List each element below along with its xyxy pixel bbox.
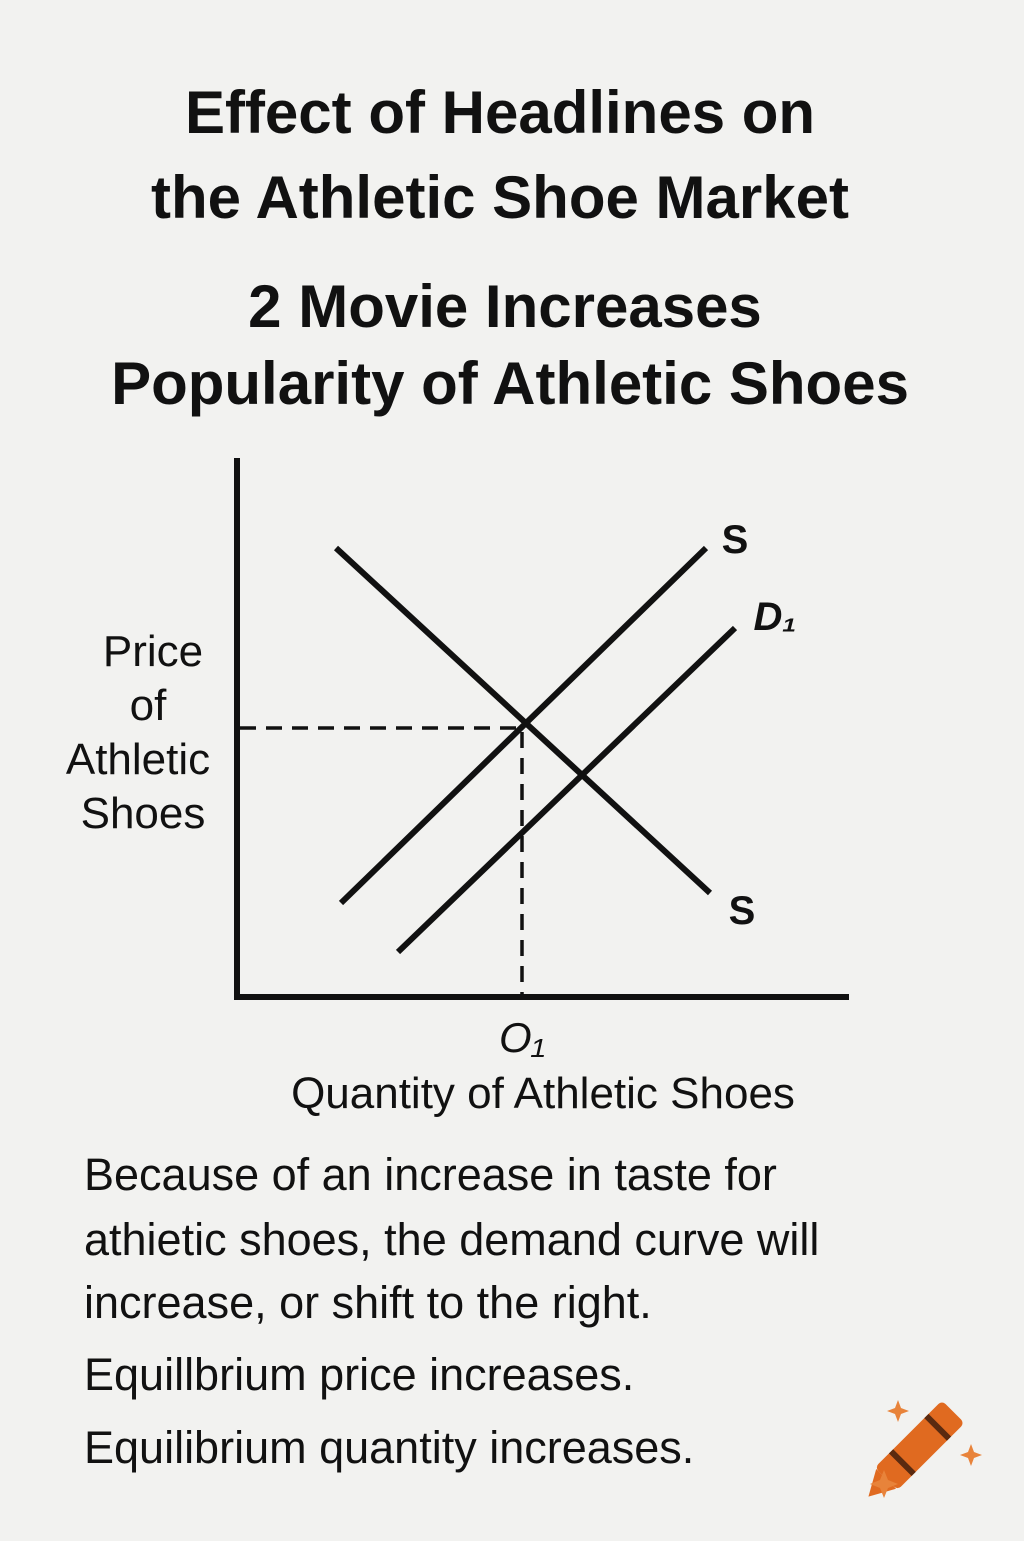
y-axis-label: Price: [103, 627, 203, 676]
title-line: the Athletic Shoe Market: [151, 164, 849, 231]
y-axis-label: of: [130, 681, 167, 730]
curve-label: D₁: [754, 595, 797, 639]
y-axis-label: Shoes: [81, 789, 206, 838]
demand-curve: [333, 545, 713, 896]
sparkle: [960, 1444, 982, 1466]
subtitle-line: 2 Movie Increases: [248, 273, 762, 340]
explanation-line: increase, or shift to the right.: [84, 1277, 652, 1328]
quantity-label: O₁: [499, 1014, 545, 1061]
subtitle-line: Popularity of Athletic Shoes: [111, 350, 909, 417]
conclusion: Equilibrium quantity increases.: [84, 1422, 694, 1473]
shifted-curve: [395, 625, 738, 955]
crayon-icon: [868, 1402, 963, 1498]
curve-label: S: [729, 889, 756, 933]
explanation-line: Because of an increase in taste for: [84, 1149, 777, 1200]
explanation-line: athietic shoes, the demand curve will: [84, 1214, 819, 1265]
equilibrium-guide: [240, 726, 524, 995]
curve-label: S: [722, 518, 749, 562]
y-axis-label: Athletic: [66, 735, 210, 784]
conclusion: Equillbrium price increases.: [84, 1349, 634, 1400]
supply-curve: [338, 545, 709, 906]
x-axis-label: Quantity of Athletic Shoes: [291, 1069, 795, 1118]
title-line: Effect of Headlines on: [185, 79, 815, 146]
sparkle: [887, 1400, 909, 1422]
